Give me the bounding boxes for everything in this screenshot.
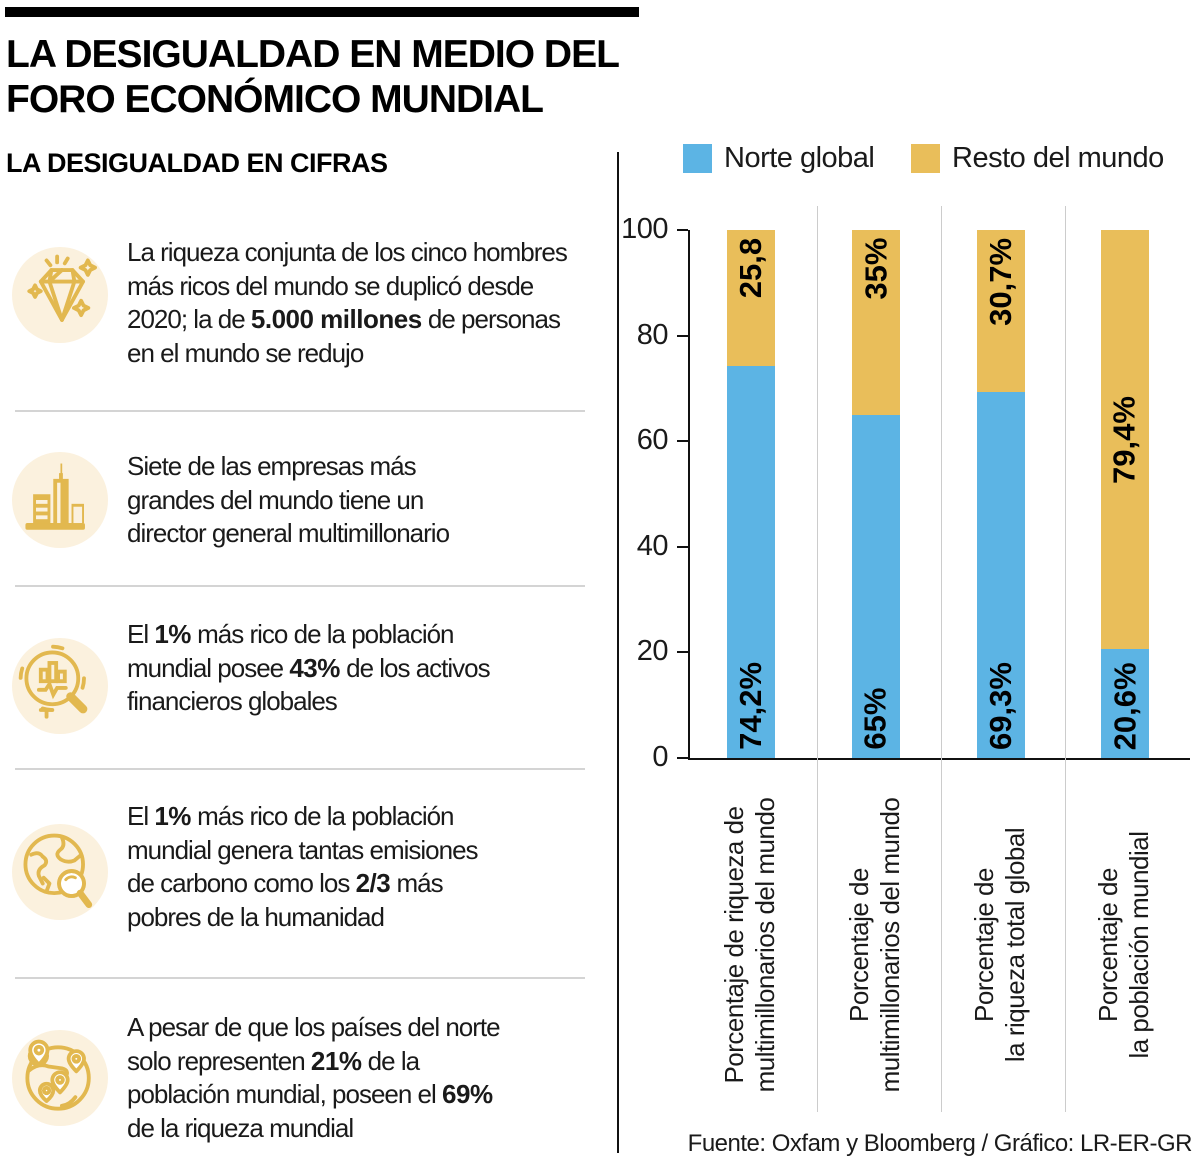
globe-magnifier-icon (12, 824, 108, 920)
bar-value-label-blue: 74,2% (732, 662, 768, 750)
fact-text-line: 2020; la de 5.000 millones de personas (127, 304, 561, 334)
category-gridline (817, 206, 818, 1112)
y-axis-tick-label: 100 (621, 213, 668, 245)
fact-text-line: grandes del mundo tiene un (127, 484, 424, 515)
fact-text-line: población mundial, poseen el 69% (127, 1079, 493, 1109)
plot-area (688, 230, 1190, 760)
fact-text-line: mundial genera tantas emisiones (127, 834, 479, 865)
divider (15, 585, 585, 587)
y-axis-tick-label: 60 (636, 424, 669, 457)
bar-value-label-gold: 35% (857, 237, 893, 301)
x-axis-category-label: Porcentaje de la población mundial (1093, 831, 1154, 1059)
fact-text: El 1% más rico de la población mundial po… (127, 618, 617, 719)
segment-norte-global (852, 414, 900, 758)
fact-text-line: El 1% más rico de la población (127, 801, 455, 831)
fact-text: La riqueza conjunta de los cinco hombres… (127, 236, 617, 370)
stacked-bar (977, 230, 1025, 758)
page-title-line2: FORO ECONÓMICO MUNDIAL (6, 78, 544, 121)
segment-resto-del-mundo (1101, 230, 1149, 650)
segment-norte-global (727, 366, 775, 758)
y-axis-tick (677, 334, 688, 337)
y-axis-tick-label: 80 (636, 318, 669, 351)
source-note: Fuente: Oxfam y Bloomberg / Gráfico: LR-… (687, 1130, 1193, 1157)
category-gridline (1065, 206, 1066, 1112)
bar-value-label-blue: 69,3% (982, 662, 1018, 750)
bar-value-label-blue: 20,6% (1106, 662, 1142, 750)
stacked-bar (727, 230, 775, 758)
divider (15, 410, 585, 412)
bar-value-label-gold: 25,8 (732, 238, 768, 299)
legend-swatch-blue (683, 143, 712, 173)
fact-text-line: de la riqueza mundial (127, 1112, 354, 1143)
legend-label: Resto del mundo (952, 141, 1164, 174)
bar-value-label-gold: 30,7% (982, 238, 1018, 326)
fact-text-line: en el mundo se redujo (127, 337, 364, 368)
diamond-icon (12, 247, 108, 343)
fact-text-line: de carbono como los 2/3 más (127, 868, 444, 898)
fact-text-line: financieros globales (127, 686, 338, 716)
y-axis-tick (677, 229, 688, 231)
y-axis-tick-label: 0 (652, 741, 668, 773)
stacked-bar (852, 230, 900, 758)
y-axis-tick (677, 651, 688, 654)
segment-resto-del-mundo (977, 230, 1025, 393)
divider (15, 977, 585, 979)
section-title: LA DESIGUALDAD EN CIFRAS (6, 148, 388, 178)
buildings-icon (12, 452, 108, 548)
y-axis-tick (677, 545, 688, 548)
fact-text-line: más ricos del mundo se duplicó desde (127, 270, 534, 301)
bar-value-label-gold: 79,4% (1106, 395, 1142, 484)
fact-text-line: A pesar de que los países del norte (127, 1012, 501, 1042)
fact-text: El 1% más rico de la población mundial ge… (127, 800, 617, 934)
globe-pins-icon (12, 1030, 108, 1126)
legend-item-norte-global: Norte global (683, 141, 875, 174)
divider (15, 768, 585, 770)
fact-text-line: El 1% más rico de la población (127, 619, 455, 649)
fact-text-line: director general multimillonario (127, 518, 450, 548)
y-axis-tick-label: 40 (636, 529, 669, 562)
segment-norte-global (977, 392, 1025, 758)
segment-resto-del-mundo (852, 230, 900, 415)
y-axis-tick (677, 440, 688, 443)
fact-text-line: solo representen 21% de la (127, 1045, 420, 1076)
fact-text-line: mundial posee 43% de los activos (127, 652, 491, 683)
legend-label: Norte global (724, 141, 875, 174)
top-accent-bar (5, 7, 639, 17)
x-axis-category-label: Porcentaje de riqueza de multimillonarios… (719, 797, 780, 1093)
page-title: LA DESIGUALDAD EN MEDIO DEL FORO ECONÓMI… (6, 32, 620, 122)
bar-value-label-blue: 65% (857, 687, 893, 750)
segment-norte-global (1101, 649, 1149, 758)
x-axis-category-label: Porcentaje de multimillonarios del mundo (844, 797, 905, 1093)
legend-item-resto-del-mundo: Resto del mundo (911, 141, 1164, 174)
y-axis-tick (677, 757, 688, 759)
fact-text: Siete de las empresas más grandes del mun… (127, 450, 617, 551)
fact-text-line: La riqueza conjunta de los cinco hombres (127, 237, 568, 267)
fact-text: A pesar de que los países del norte solo … (127, 1011, 617, 1145)
chart-magnifier-icon (12, 638, 108, 734)
stacked-bar (1101, 230, 1149, 758)
x-axis-category-label: Porcentaje de la riqueza total global (969, 827, 1030, 1063)
segment-resto-del-mundo (727, 230, 775, 367)
y-axis-tick-label: 20 (636, 635, 669, 668)
category-gridline (941, 206, 942, 1112)
fact-text-line: pobres de la humanidad (127, 901, 385, 932)
page-title-line1: LA DESIGUALDAD EN MEDIO DEL (6, 33, 620, 76)
legend-swatch-gold (911, 143, 940, 173)
fact-text-line: Siete de las empresas más (127, 451, 417, 481)
vertical-divider (617, 152, 619, 1153)
